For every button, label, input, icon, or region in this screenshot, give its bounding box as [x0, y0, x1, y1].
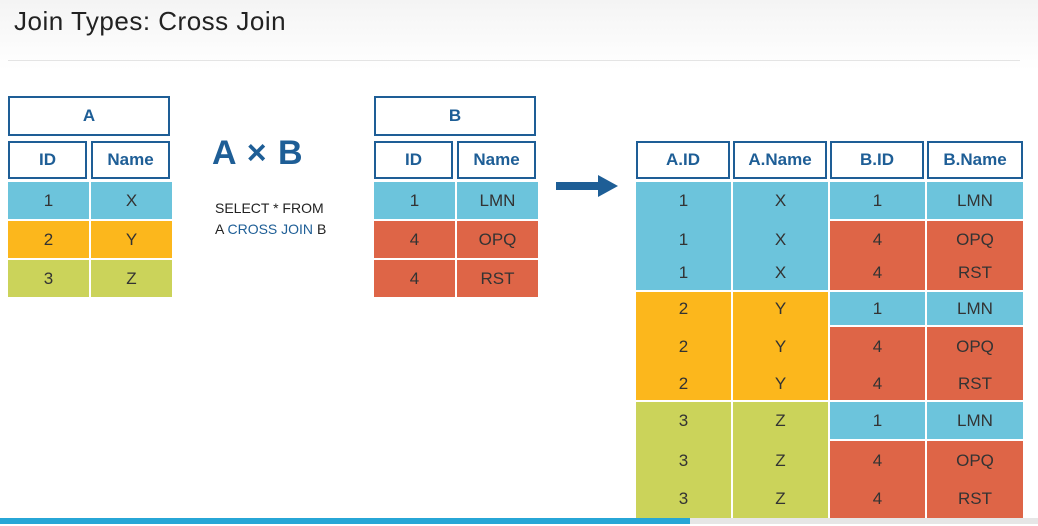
table-b-cell-name: LMN [457, 182, 538, 219]
result-col-b-id: B.ID [830, 141, 924, 179]
result-b-bg [927, 292, 1023, 325]
result-cell-b-name: LMN [957, 190, 993, 210]
result-cell-b-id: 1 [872, 298, 883, 318]
result-cell-a-name: X [774, 263, 787, 282]
right-arrow-icon [556, 175, 618, 197]
result-b-bg [830, 441, 925, 518]
sql-table-a: A [215, 221, 224, 237]
table-b-cell-id: 1 [374, 182, 455, 219]
result-cell-b-name: RST [958, 263, 992, 282]
result-col-b-name: B.Name [927, 141, 1023, 179]
result-b-bg [927, 182, 1023, 219]
result-cell-a-id: 2 [678, 298, 689, 318]
table-b-cell-name: RST [457, 260, 538, 297]
sql-line-2: A CROSS JOIN B [215, 219, 326, 240]
result-cell-a-name: Y [774, 298, 787, 318]
result-b-bg [830, 221, 925, 290]
table-a-col-id: ID [8, 141, 87, 179]
result-cell-a-name: Y [774, 336, 787, 356]
table-a-cell-id: 3 [8, 260, 89, 297]
result-b-bg [927, 402, 1023, 439]
result-b-bg [927, 327, 1023, 400]
result-cell-a-name: X [774, 230, 787, 249]
result-group-a-id [636, 182, 731, 290]
result-group-a-name [733, 182, 828, 290]
result-cell-a-name: X [774, 190, 787, 210]
result-cell-b-name: LMN [957, 410, 993, 430]
result-cell-b-id: 4 [872, 373, 883, 393]
table-a-cell-name: Y [91, 221, 172, 258]
result-cell-a-id: 3 [678, 488, 689, 508]
result-b-bg [830, 182, 925, 219]
result-cell-a-name: Z [775, 410, 786, 430]
table-a-cell-id: 2 [8, 221, 89, 258]
result-group-a-name [733, 402, 828, 518]
result-b-bg [927, 221, 1023, 290]
cross-product-formula: A × B [212, 134, 304, 172]
table-b-cell-id: 4 [374, 221, 455, 258]
table-b-cell-name: OPQ [457, 221, 538, 258]
result-b-bg [927, 441, 1023, 518]
result-group-a-id [636, 402, 731, 518]
result-cell-b-name: RST [958, 488, 992, 508]
title-divider [8, 60, 1020, 61]
result-cell-a-id: 1 [678, 230, 689, 249]
sql-line-1: SELECT * FROM [215, 200, 324, 216]
result-cell-b-id: 4 [872, 263, 883, 282]
result-cell-a-id: 2 [678, 336, 689, 356]
table-b-cell-id: 4 [374, 260, 455, 297]
result-cell-a-id: 3 [678, 410, 689, 430]
result-cell-b-name: OPQ [956, 336, 994, 356]
table-a-col-name: Name [91, 141, 170, 179]
result-cell-a-name: Y [774, 373, 787, 393]
table-a-title: A [8, 96, 170, 136]
result-group-a-name [733, 292, 828, 400]
result-col-a-id: A.ID [636, 141, 730, 179]
table-a-cell-name: Z [91, 260, 172, 297]
result-cell-b-name: OPQ [956, 230, 994, 249]
result-cell-a-name: Z [775, 450, 786, 470]
result-cell-b-name: OPQ [956, 450, 994, 470]
table-b-title: B [374, 96, 536, 136]
video-progress-bar[interactable] [0, 518, 1038, 524]
result-b-bg [830, 327, 925, 400]
result-cell-b-id: 1 [872, 410, 883, 430]
result-cell-a-id: 1 [678, 190, 689, 210]
sql-statement: SELECT * FROM A CROSS JOIN B [215, 198, 326, 240]
sql-keyword: CROSS JOIN [227, 221, 314, 237]
result-cell-b-id: 1 [872, 190, 883, 210]
result-cell-b-id: 4 [872, 488, 883, 508]
result-cell-b-name: RST [958, 373, 992, 393]
video-progress-fill [0, 518, 691, 524]
result-cell-b-id: 4 [872, 336, 883, 356]
result-cell-a-id: 2 [678, 373, 689, 393]
result-cell-a-id: 3 [678, 450, 689, 470]
result-cell-b-id: 4 [872, 450, 883, 470]
result-cell-a-name: Z [775, 488, 786, 508]
table-a-cell-name: X [91, 182, 172, 219]
result-b-bg [830, 402, 925, 439]
table-b-col-id: ID [374, 141, 453, 179]
table-a-cell-id: 1 [8, 182, 89, 219]
result-b-bg [830, 292, 925, 325]
result-col-a-name: A.Name [733, 141, 827, 179]
result-cell-b-id: 4 [872, 230, 883, 249]
result-cell-b-name: LMN [957, 298, 993, 318]
slide-title: Join Types: Cross Join [14, 6, 287, 36]
result-cell-a-id: 1 [678, 263, 689, 282]
result-group-a-id [636, 292, 731, 400]
table-b-col-name: Name [457, 141, 536, 179]
sql-table-b: B [316, 221, 327, 237]
